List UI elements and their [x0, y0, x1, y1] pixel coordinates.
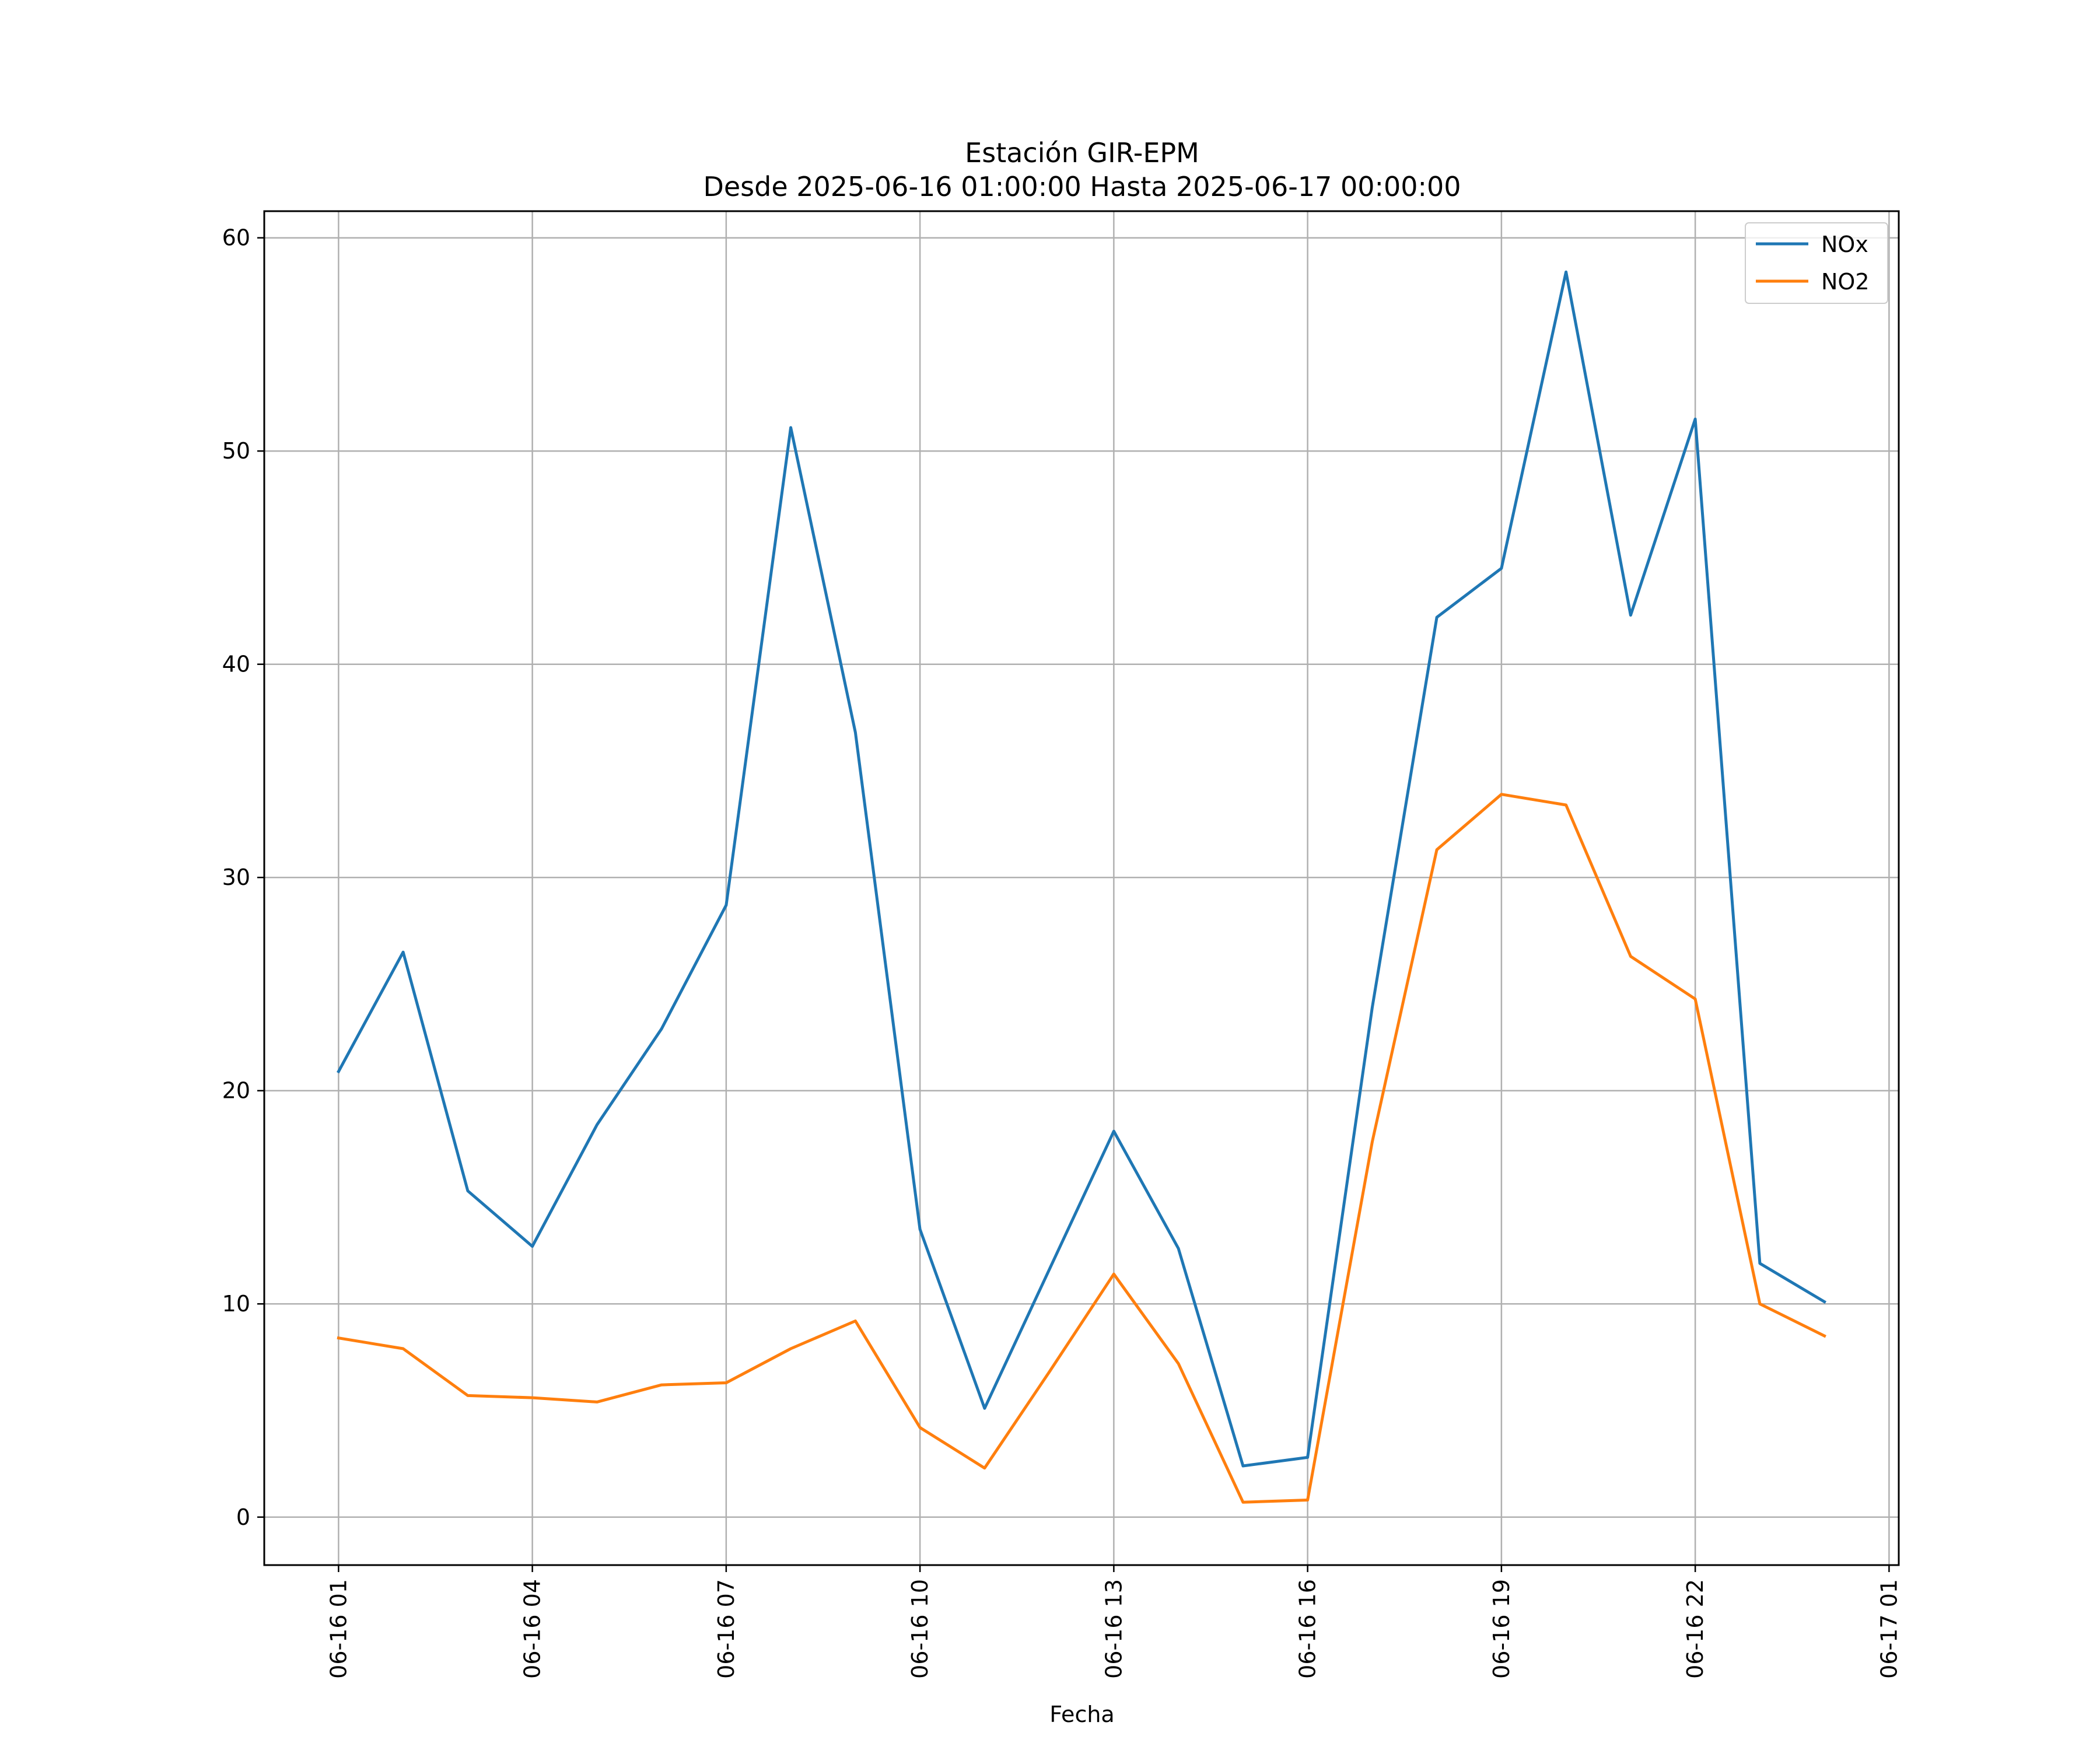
x-axis-label: Fecha	[1049, 1702, 1114, 1727]
series-line-no2	[337, 793, 1826, 1504]
y-tick-label: 0	[236, 1504, 250, 1530]
y-tick-label: 20	[222, 1078, 250, 1104]
y-axis-ticks: 0 10 20 30 40 50 60	[222, 225, 264, 1530]
x-tick-label: 06-16 19	[1489, 1579, 1514, 1679]
x-tick-label: 06-16 04	[520, 1579, 545, 1679]
x-tick-label: 06-16 22	[1682, 1579, 1708, 1679]
chart-title: Estación GIR-EPM	[965, 137, 1199, 169]
axes	[263, 210, 1900, 1566]
y-tick-label: 40	[222, 652, 250, 677]
chart-subtitle: Desde 2025-06-16 01:00:00 Hasta 2025-06-…	[703, 171, 1461, 202]
y-tick-label: 10	[222, 1291, 250, 1317]
legend-label-no2: NO2	[1821, 269, 1870, 295]
legend: NOx NO2	[1745, 222, 1888, 304]
x-tick-label: 06-16 13	[1101, 1579, 1126, 1679]
x-axis-ticks: 06-16 01 06-16 04 06-16 07 06-16 10 06-16 13…	[326, 1565, 1902, 1679]
series-line-nox	[337, 270, 1827, 1468]
x-tick-label: 06-17 01	[1876, 1579, 1902, 1679]
y-tick-label: 50	[222, 438, 250, 464]
y-tick-label: 30	[222, 864, 250, 890]
x-tick-label: 06-16 01	[326, 1579, 351, 1679]
x-tick-label: 06-16 16	[1295, 1579, 1321, 1679]
plot-frame	[263, 210, 1900, 1566]
x-tick-label: 06-16 07	[713, 1579, 739, 1679]
series-lines	[337, 270, 1827, 1504]
y-tick-label: 60	[222, 225, 250, 251]
x-tick-label: 06-16 10	[907, 1579, 933, 1679]
legend-label-nox: NOx	[1821, 232, 1868, 257]
